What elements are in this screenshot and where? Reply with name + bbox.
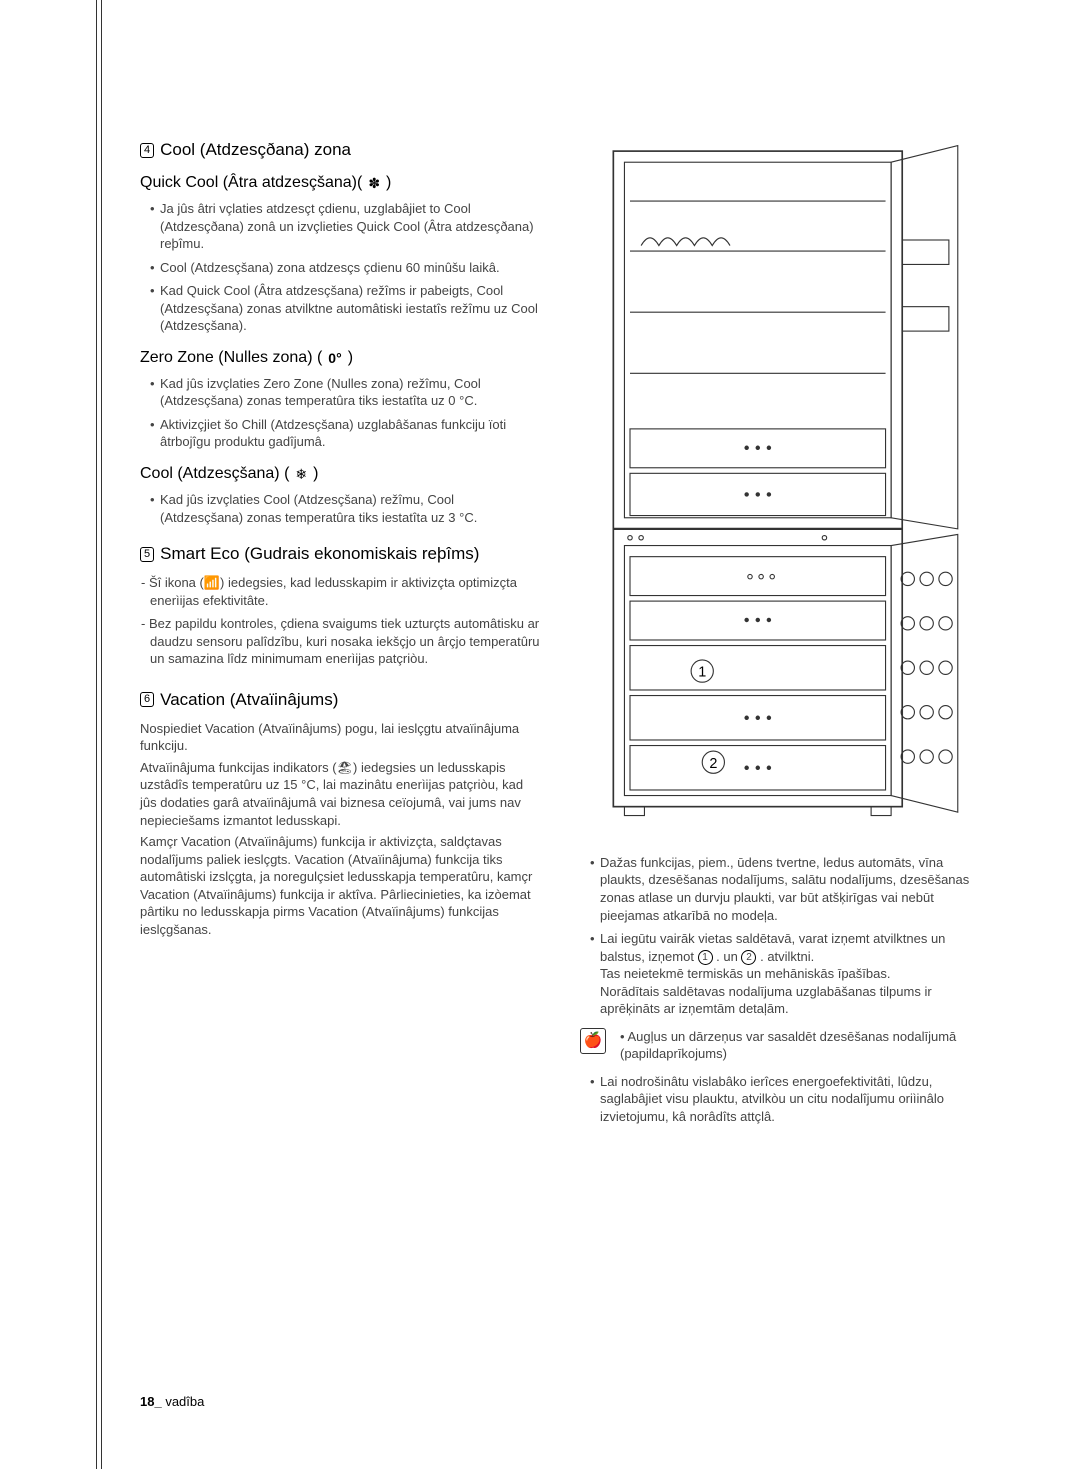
list-item: Ja jûs âtri vçlaties atdzesçt çdienu, uz… xyxy=(150,200,540,253)
list-item: Kad jûs izvçlaties Cool (Atdzesçšana) re… xyxy=(150,491,540,526)
right-list-3: Lai nodrošinâtu vislabâko ierîces energo… xyxy=(590,1073,980,1126)
b2-post: . atvilktni. xyxy=(760,949,814,964)
vacation-p2: Atvaïinâjuma funkcijas indikators (🏖) ie… xyxy=(140,759,540,829)
fridge-diagram: 1 2 xyxy=(580,140,980,829)
snowflake-small-icon: ❄ xyxy=(295,466,307,483)
smart-eco-p1: - Šî ikona (📶) iedegsies, kad ledusskapi… xyxy=(140,574,540,609)
page-footer: 18_ vadîba xyxy=(140,1394,204,1409)
quick-cool-title: Quick Cool (Âtra atdzesçšana)( xyxy=(140,174,362,192)
vacation-title: Vacation (Atvaïinâjums) xyxy=(160,690,338,710)
b2-extra1: Tas neietekmē termiskās un mehāniskās īp… xyxy=(600,966,890,981)
smart-eco-p2: - Bez papildu kontroles, çdiena svaigums… xyxy=(140,615,540,668)
badge-4: 4 xyxy=(140,143,154,158)
page-number: 18_ xyxy=(140,1394,162,1409)
quick-cool-heading: Quick Cool (Âtra atdzesçšana)( ✽) xyxy=(140,174,540,192)
list-item: Aktivizçjiet šo Chill (Atdzesçšana) uzgl… xyxy=(150,416,540,451)
right-list-1: Dažas funkcijas, piem., ūdens tvertne, l… xyxy=(590,854,980,1018)
left-column: 4 Cool (Atdzesçðana) zona Quick Cool (Ât… xyxy=(140,140,540,1132)
vacation-heading: 6 Vacation (Atvaïinâjums) xyxy=(140,690,540,710)
cool-list: Kad jûs izvçlaties Cool (Atdzesçšana) re… xyxy=(150,491,540,526)
b2-extra2: Norādītais saldētavas nodalījuma uzglabā… xyxy=(600,984,932,1017)
fruit-note-text: • Augļus un dārzeņus var sasaldēt dzesēš… xyxy=(620,1028,980,1063)
quick-cool-close-paren: ) xyxy=(386,174,391,192)
vacation-p3: Kamçr Vacation (Atvaïinâjums) funkcija i… xyxy=(140,833,540,938)
right-column: 1 2 Dažas funkcijas, piem., ūdens tvertn… xyxy=(580,140,980,1132)
smart-eco-heading: 5 Smart Eco (Gudrais ekonomiskais reþîms… xyxy=(140,544,540,564)
smart-eco-title: Smart Eco (Gudrais ekonomiskais reþîms) xyxy=(160,544,479,564)
zero-zone-heading: Zero Zone (Nulles zona) ( 0°) xyxy=(140,349,540,367)
list-item: Lai nodrošinâtu vislabâko ierîces energo… xyxy=(590,1073,980,1126)
fruit-icon: 🍎 xyxy=(580,1028,606,1054)
zero-icon: 0° xyxy=(328,350,341,366)
vacation-p1: Nospiediet Vacation (Atvaïinâjums) pogu,… xyxy=(140,720,540,755)
footer-label: vadîba xyxy=(165,1394,204,1409)
zero-zone-close-paren: ) xyxy=(348,349,353,367)
circled-2-icon: 2 xyxy=(741,950,756,965)
diagram-label-1: 1 xyxy=(698,665,706,681)
list-item: Cool (Atdzesçšana) zona atdzesçs çdienu … xyxy=(150,259,540,277)
cool-close-paren: ) xyxy=(313,465,318,483)
cool-zone-title: Cool (Atdzesçðana) zona xyxy=(160,140,351,160)
badge-5: 5 xyxy=(140,547,154,562)
fruit-note-span: Augļus un dārzeņus var sasaldēt dzesēšan… xyxy=(620,1029,956,1062)
quick-cool-list: Ja jûs âtri vçlaties atdzesçt çdienu, uz… xyxy=(150,200,540,335)
cool-zone-heading: 4 Cool (Atdzesçðana) zona xyxy=(140,140,540,160)
fruit-note: 🍎 • Augļus un dārzeņus var sasaldēt dzes… xyxy=(580,1028,980,1063)
list-item: Lai iegūtu vairāk vietas saldētavā, vara… xyxy=(590,930,980,1018)
list-item: Dažas funkcijas, piem., ūdens tvertne, l… xyxy=(590,854,980,924)
snowflake-icon: ✽ xyxy=(368,175,380,192)
list-item: Kad jûs izvçlaties Zero Zone (Nulles zon… xyxy=(150,375,540,410)
left-page-marker xyxy=(96,0,102,1469)
cool-heading: Cool (Atdzesçšana) ( ❄) xyxy=(140,465,540,483)
b2-mid: . un xyxy=(716,949,741,964)
badge-6: 6 xyxy=(140,692,154,707)
diagram-label-2: 2 xyxy=(709,756,717,772)
circled-1-icon: 1 xyxy=(698,950,713,965)
zero-zone-list: Kad jûs izvçlaties Zero Zone (Nulles zon… xyxy=(150,375,540,451)
zero-zone-title: Zero Zone (Nulles zona) ( xyxy=(140,349,322,367)
list-item: Kad Quick Cool (Âtra atdzesçšana) režîms… xyxy=(150,282,540,335)
cool-title: Cool (Atdzesçšana) ( xyxy=(140,465,289,483)
